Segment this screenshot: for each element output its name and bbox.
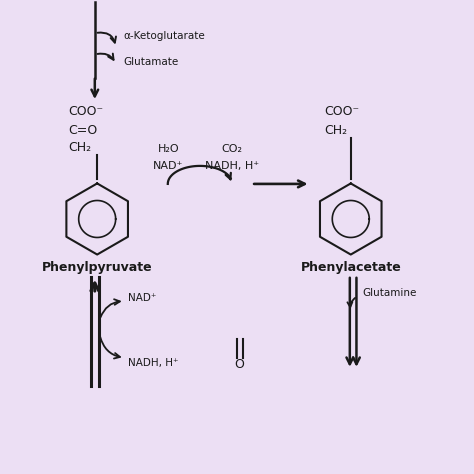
- Text: NADH, H⁺: NADH, H⁺: [128, 357, 179, 368]
- Text: CH₂: CH₂: [325, 124, 348, 137]
- Text: NADH, H⁺: NADH, H⁺: [205, 161, 259, 171]
- Text: Phenylpyruvate: Phenylpyruvate: [42, 261, 153, 274]
- Text: Glutamine: Glutamine: [362, 288, 417, 298]
- Text: NAD⁺: NAD⁺: [128, 292, 156, 303]
- Text: α-Ketoglutarate: α-Ketoglutarate: [123, 30, 205, 41]
- Text: Glutamate: Glutamate: [123, 56, 179, 67]
- Text: NAD⁺: NAD⁺: [153, 161, 183, 171]
- Text: H₂O: H₂O: [157, 144, 179, 155]
- Text: COO⁻: COO⁻: [325, 105, 360, 118]
- Text: C=O: C=O: [69, 124, 98, 137]
- Text: COO⁻: COO⁻: [69, 105, 104, 118]
- Text: CO₂: CO₂: [222, 144, 243, 155]
- Text: CH₂: CH₂: [69, 141, 92, 155]
- Text: Phenylacetate: Phenylacetate: [301, 261, 401, 274]
- Text: O: O: [235, 357, 244, 371]
